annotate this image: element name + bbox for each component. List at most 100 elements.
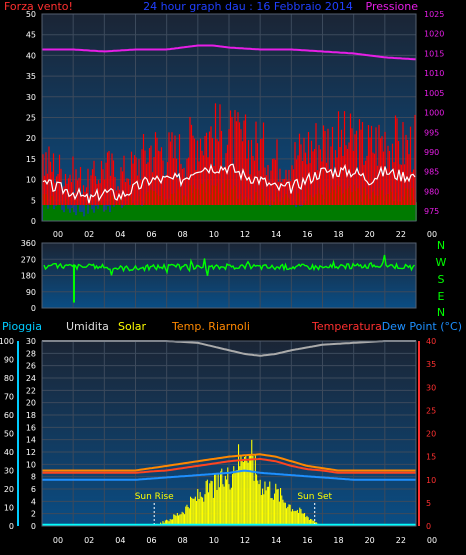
avg-wind-bar [311,196,313,221]
avg-wind-bar [43,194,45,221]
wind-axis-tick-label: 15 [26,155,36,164]
avg-wind-bar [241,202,243,221]
avg-wind-bar [335,193,337,221]
plot-border [41,13,417,222]
time-axis-tick-label: 12 [240,536,250,545]
avg-wind-bar [151,189,153,221]
avg-wind-bar [293,203,295,221]
time-axis-tick-label: 22 [396,230,406,239]
avg-wind-bar [97,208,99,221]
legend-temperature: Temperatura [311,320,382,333]
temperature-axis-tick-label: 30 [426,383,436,392]
avg-wind-bar [49,203,51,221]
avg-wind-bar [169,198,171,221]
time-axis-tick-label: 10 [209,230,219,239]
avg-wind-bar [75,215,77,221]
avg-wind-bar [295,207,297,221]
avg-wind-bar [251,201,253,221]
avg-wind-bar [155,192,157,221]
avg-wind-bar [413,198,415,221]
compass-label-n2: N [437,306,445,319]
temperature-line [42,457,416,474]
avg-wind-bar [409,196,411,221]
time-axis-tick-label: 18 [333,536,343,545]
time-axis-tick-label: 16 [302,536,312,545]
avg-wind-bar [187,201,189,221]
pressure-axis-tick-label: 985 [424,168,439,177]
avg-wind-bar [57,204,59,221]
avg-wind-bar [223,194,225,221]
legend-humidity: Umidita [66,320,109,333]
avg-wind-bar [345,189,347,221]
time-axis-tick-label: 00 [53,536,63,545]
avg-wind-bar [291,204,293,221]
avg-wind-bar [407,189,409,221]
avg-wind-bar [249,199,251,221]
avg-wind-bar [257,203,259,221]
solar-axis-tick-label: 14 [26,436,36,445]
avg-wind-bar [113,206,115,221]
avg-wind-bar [173,193,175,221]
pressure-axis-tick-label: 1020 [424,30,444,39]
avg-wind-bar [399,201,401,221]
compass-label-w: W [436,256,447,269]
avg-wind-bar [87,213,89,221]
pressure-axis-tick-label: 990 [424,148,439,157]
avg-wind-bar [91,209,93,221]
avg-wind-bar [67,208,69,221]
pressure-axis-tick-label: 1000 [424,109,444,118]
avg-wind-bar [395,192,397,221]
avg-wind-bar [131,203,133,221]
rain-axis-tick-label: 90 [4,356,14,365]
time-axis-tick-label: 08 [178,536,188,545]
avg-wind-bar [177,189,179,221]
compass-label-n1: N [437,239,445,252]
avg-wind-bar [111,196,113,221]
avg-wind-bar [165,199,167,221]
wind-direction-line [43,254,416,277]
avg-wind-bar [329,192,331,221]
avg-wind-bar [361,201,363,221]
avg-wind-bar [115,202,117,221]
temperature-axis-tick-label: 35 [426,360,436,369]
sun-set-label: Sun Set [297,492,332,502]
avg-wind-bar [373,191,375,221]
avg-wind-bar [279,201,281,221]
avg-wind-bar [135,205,137,221]
solar-axis-tick-label: 4 [31,497,36,506]
avg-wind-bar [123,205,125,221]
time-axis-tick-label: 06 [146,230,156,239]
avg-wind-bar [303,203,305,221]
avg-wind-bar [133,202,135,221]
avg-wind-bar [275,192,277,221]
time-axis-tick-label: 08 [178,230,188,239]
avg-wind-bar [259,202,261,221]
avg-wind-bar [309,194,311,221]
avg-wind-bar [367,193,369,221]
avg-wind-bar [383,200,385,221]
avg-wind-bar [153,191,155,221]
avg-wind-bar [109,212,111,221]
avg-wind-bar [255,192,257,221]
avg-wind-bar [197,189,199,221]
avg-wind-bar [99,202,101,221]
time-axis-tick-label: 02 [84,536,94,545]
avg-wind-bar [375,195,377,221]
avg-wind-bar [297,193,299,221]
avg-wind-bar [277,196,279,221]
avg-wind-bar [117,202,119,221]
sun-rise-label: Sun Rise [135,492,174,502]
avg-wind-bar [287,197,289,221]
solar-axis-tick-label: 28 [26,349,36,358]
avg-wind-bar [341,194,343,221]
avg-wind-bar [369,198,371,221]
avg-wind-bar [391,191,393,221]
solar-axis-tick-label: 2 [31,510,36,519]
avg-wind-bar [401,196,403,221]
avg-wind-bar [355,190,357,221]
rain-axis-tick-label: 70 [4,393,14,402]
time-axis-tick-label: 02 [84,230,94,239]
time-axis-tick-label: 04 [115,536,125,545]
